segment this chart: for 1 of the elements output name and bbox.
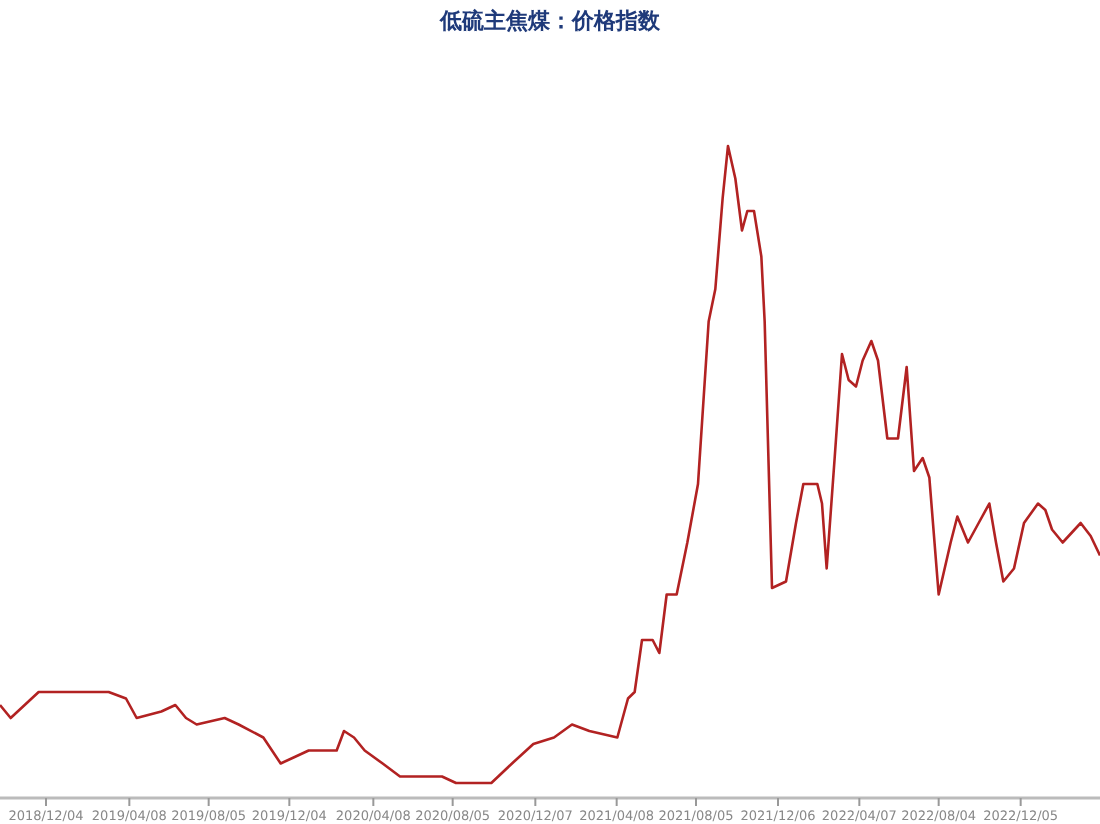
chart-title: 低硫主焦煤：价格指数	[438, 8, 662, 34]
